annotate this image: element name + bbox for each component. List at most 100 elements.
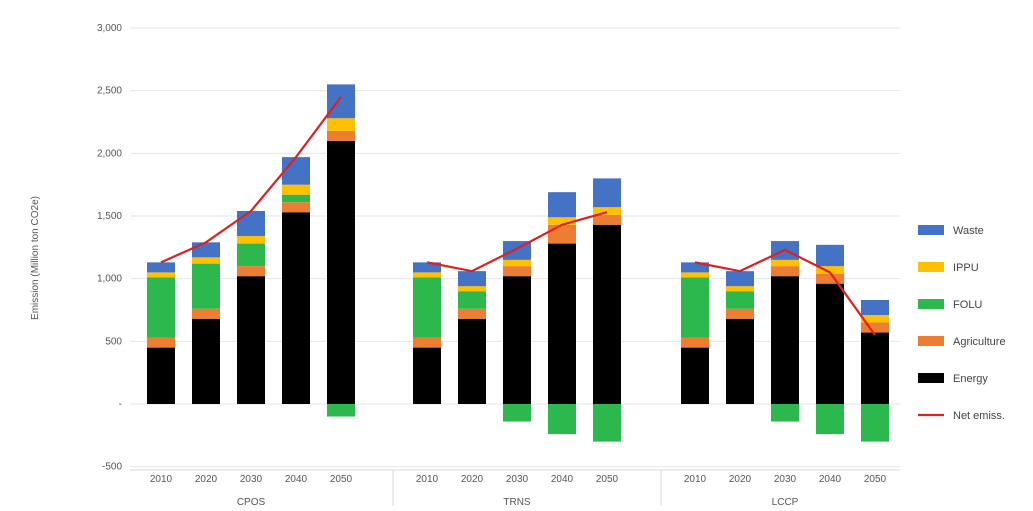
bar-waste — [282, 157, 310, 185]
bar-folu — [593, 404, 621, 442]
bar-agriculture — [192, 308, 220, 319]
legend-swatch — [918, 262, 944, 272]
group-label: LCCP — [772, 497, 799, 508]
x-tick-label: 2020 — [195, 474, 218, 485]
bar-waste — [237, 210, 265, 237]
x-tick-label: 2010 — [684, 474, 707, 485]
bar-agriculture — [726, 308, 754, 319]
bar-agriculture — [458, 308, 486, 319]
legend-label: Net emiss. — [953, 410, 1005, 422]
y-tick-label: - — [119, 399, 122, 410]
x-tick-label: 2030 — [506, 474, 529, 485]
bar-energy — [413, 347, 441, 404]
bar-waste — [192, 242, 220, 258]
legend-label: Energy — [953, 373, 988, 385]
bar-waste — [861, 299, 889, 316]
bar-ippu — [548, 217, 576, 225]
bar-energy — [548, 243, 576, 404]
net-emission-lines — [160, 96, 876, 336]
bar-waste — [816, 244, 844, 267]
bar-ippu — [192, 257, 220, 264]
bar-folu — [726, 291, 754, 309]
legend-swatch — [918, 373, 944, 383]
bar-agriculture — [816, 273, 844, 284]
legend-swatch — [918, 225, 944, 235]
x-tick-label: 2050 — [330, 474, 353, 485]
legend: Waste IPPU FOLU Agriculture Energy Net emiss. — [918, 225, 1006, 422]
bar-folu — [147, 277, 175, 338]
bar-folu — [413, 277, 441, 338]
bar-ippu — [413, 272, 441, 278]
bar-folu — [771, 404, 799, 422]
bar-agriculture — [327, 130, 355, 141]
group-label: TRNS — [503, 497, 531, 508]
bar-waste — [593, 178, 621, 208]
bar-agriculture — [237, 266, 265, 277]
x-tick-label: 2020 — [729, 474, 752, 485]
bar-folu — [503, 404, 531, 422]
x-tick-label: 2040 — [819, 474, 842, 485]
bar-energy — [861, 332, 889, 404]
bar-ippu — [681, 272, 709, 278]
bar-energy — [237, 276, 265, 404]
x-tick-label: 2030 — [774, 474, 797, 485]
bar-folu — [548, 404, 576, 435]
y-tick-label: 3,000 — [97, 23, 122, 34]
net-emission-line — [426, 211, 608, 273]
bar-energy — [726, 318, 754, 404]
bar-ippu — [726, 286, 754, 292]
net-emission-line — [160, 96, 342, 264]
y-tick-label: 1,500 — [97, 211, 122, 222]
bar-folu — [237, 243, 265, 267]
y-tick-label: 500 — [105, 336, 122, 347]
bars — [147, 84, 889, 442]
bar-energy — [192, 318, 220, 404]
bar-agriculture — [503, 266, 531, 277]
bar-waste — [147, 262, 175, 273]
bar-folu — [681, 277, 709, 338]
bar-agriculture — [593, 214, 621, 225]
bar-waste — [413, 262, 441, 273]
bar-folu — [282, 194, 310, 203]
legend-swatch — [918, 336, 944, 346]
bar-energy — [327, 140, 355, 405]
x-tick-label: 2030 — [240, 474, 263, 485]
x-axis-ticks: 2010 2020 2030 2040 2050 CPOS 2010 2020 2030 2040… — [130, 469, 900, 508]
bar-ippu — [327, 118, 355, 131]
x-tick-label: 2040 — [285, 474, 308, 485]
bar-waste — [681, 262, 709, 273]
bar-ippu — [861, 315, 889, 323]
y-axis-ticks: 3,000 2,500 2,000 1,500 1,000 500 - -500 — [97, 23, 122, 473]
legend-label: IPPU — [953, 262, 979, 274]
bar-agriculture — [282, 202, 310, 213]
x-tick-label: 2010 — [150, 474, 173, 485]
bar-waste — [726, 271, 754, 287]
bar-ippu — [282, 184, 310, 195]
bar-energy — [282, 212, 310, 404]
legend-label: Waste — [953, 225, 984, 237]
y-tick-label: 2,000 — [97, 148, 122, 159]
bar-folu — [861, 404, 889, 442]
x-tick-label: 2050 — [864, 474, 887, 485]
bar-agriculture — [861, 322, 889, 333]
group-label: CPOS — [237, 497, 266, 508]
bar-folu — [327, 404, 355, 417]
bar-agriculture — [548, 224, 576, 244]
legend-label: Agriculture — [953, 336, 1006, 348]
bar-folu — [192, 263, 220, 309]
bar-energy — [593, 224, 621, 404]
bar-energy — [771, 276, 799, 404]
y-tick-label: 1,000 — [97, 274, 122, 285]
bar-folu — [816, 404, 844, 435]
bar-energy — [147, 347, 175, 404]
bar-agriculture — [147, 337, 175, 348]
bar-energy — [816, 283, 844, 404]
bar-waste — [327, 84, 355, 119]
bar-agriculture — [413, 337, 441, 348]
x-tick-label: 2020 — [461, 474, 484, 485]
x-tick-label: 2040 — [551, 474, 574, 485]
bar-ippu — [503, 259, 531, 267]
bar-folu — [458, 291, 486, 309]
bar-ippu — [593, 207, 621, 215]
